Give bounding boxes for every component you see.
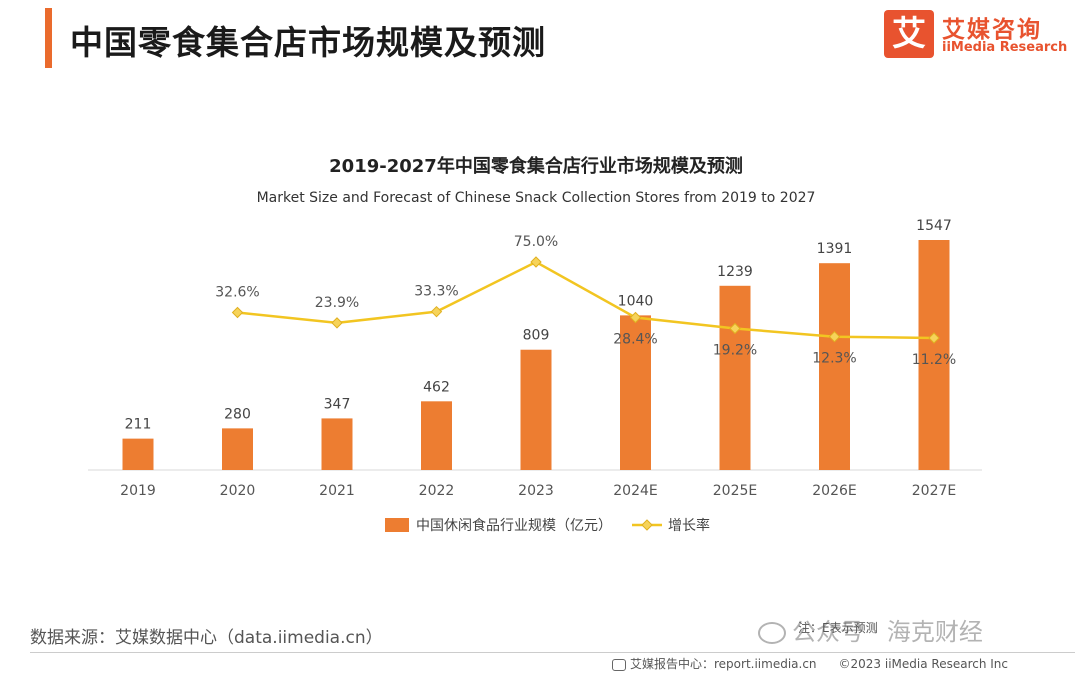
forecast-note: 注：E表示预测	[798, 621, 878, 635]
chart-legend: 中国休闲食品行业规模（亿元） 增长率	[385, 517, 710, 534]
chart-subtitle: Market Size and Forecast of Chinese Snac…	[257, 190, 816, 206]
bar-value-label: 809	[523, 328, 550, 344]
bar	[918, 240, 950, 470]
bar-value-label: 1391	[817, 241, 853, 257]
legend-bar-swatch	[385, 518, 409, 532]
logo-mark-icon: 艾	[884, 10, 934, 58]
footer-divider	[30, 652, 1075, 653]
x-tick-label: 2024E	[613, 483, 657, 499]
bar-value-label: 1547	[916, 218, 952, 234]
bar	[819, 263, 850, 470]
growth-rate-label: 28.4%	[613, 332, 657, 348]
growth-rate-point	[430, 305, 443, 318]
growth-rate-label: 23.9%	[315, 295, 359, 311]
growth-rate-point	[331, 317, 343, 329]
bar	[321, 418, 353, 470]
x-tick-label: 2022	[419, 483, 455, 499]
report-center-icon	[612, 658, 626, 671]
brand-logo: 艾 艾媒咨询 iiMedia Research	[884, 10, 1067, 62]
bar-value-label: 1239	[717, 264, 753, 280]
page-title: 中国零食集合店市场规模及预测	[70, 23, 546, 62]
bar-value-label: 462	[423, 379, 450, 395]
bar-value-label: 1040	[618, 293, 654, 309]
growth-rate-point	[828, 330, 841, 343]
bar	[719, 285, 751, 470]
title-accent-bar	[45, 8, 52, 68]
bar	[122, 438, 154, 470]
growth-rate-point	[231, 306, 244, 319]
growth-rate-label: 33.3%	[414, 284, 458, 300]
market-size-chart: 2019-2027年中国零食集合店行业市场规模及预测 Market Size a…	[88, 155, 982, 534]
x-tick-label: 2023	[518, 483, 554, 499]
legend-bar-label: 中国休闲食品行业规模（亿元）	[416, 517, 612, 534]
legend-line-marker	[641, 519, 653, 531]
growth-rate-point	[530, 256, 542, 268]
growth-rate-point	[629, 311, 642, 324]
growth-rate-label: 11.2%	[912, 352, 956, 368]
chart-title: 2019-2027年中国零食集合店行业市场规模及预测	[329, 155, 743, 177]
x-tick-label: 2025E	[713, 483, 757, 499]
legend-line-label: 增长率	[668, 517, 710, 534]
growth-rate-point	[928, 332, 940, 344]
logo-english-text: iiMedia Research	[942, 40, 1068, 55]
watermark-text: 公众号 · 海克财经	[792, 618, 983, 646]
growth-rate-label: 19.2%	[713, 342, 757, 358]
bar	[421, 401, 452, 470]
watermark: 公众号 · 海克财经	[758, 612, 983, 647]
x-tick-label: 2020	[220, 483, 256, 499]
bar-value-label: 280	[224, 406, 251, 422]
x-tick-label: 2026E	[812, 483, 856, 499]
bar	[620, 315, 651, 470]
x-tick-label: 2027E	[912, 483, 956, 499]
growth-rate-label: 12.3%	[812, 351, 856, 367]
data-source: 数据来源：艾媒数据中心（data.iimedia.cn）	[30, 628, 383, 648]
wechat-icon	[758, 622, 786, 644]
bar	[520, 349, 552, 470]
copyright-text: ©2023 iiMedia Research Inc	[838, 657, 1009, 671]
bar-value-label: 211	[125, 417, 152, 433]
x-tick-label: 2019	[120, 483, 156, 499]
logo-chinese-text: 艾媒咨询	[942, 17, 1042, 43]
growth-rate-point	[729, 322, 741, 335]
footer-bar: 艾媒报告中心：report.iimedia.cn ©2023 iiMedia Re…	[612, 655, 1008, 672]
x-tick-label: 2021	[319, 483, 355, 499]
bar-value-label: 347	[324, 396, 351, 412]
bar	[222, 428, 253, 470]
report-center-link[interactable]: 艾媒报告中心：report.iimedia.cn	[630, 657, 817, 671]
growth-rate-line	[237, 260, 935, 340]
growth-rate-label: 32.6%	[215, 285, 259, 301]
growth-rate-label: 75.0%	[514, 234, 558, 250]
plot-area: 211 2019 280 2020 347 2021 462 2022 809 2023 1040 2…	[88, 218, 982, 499]
